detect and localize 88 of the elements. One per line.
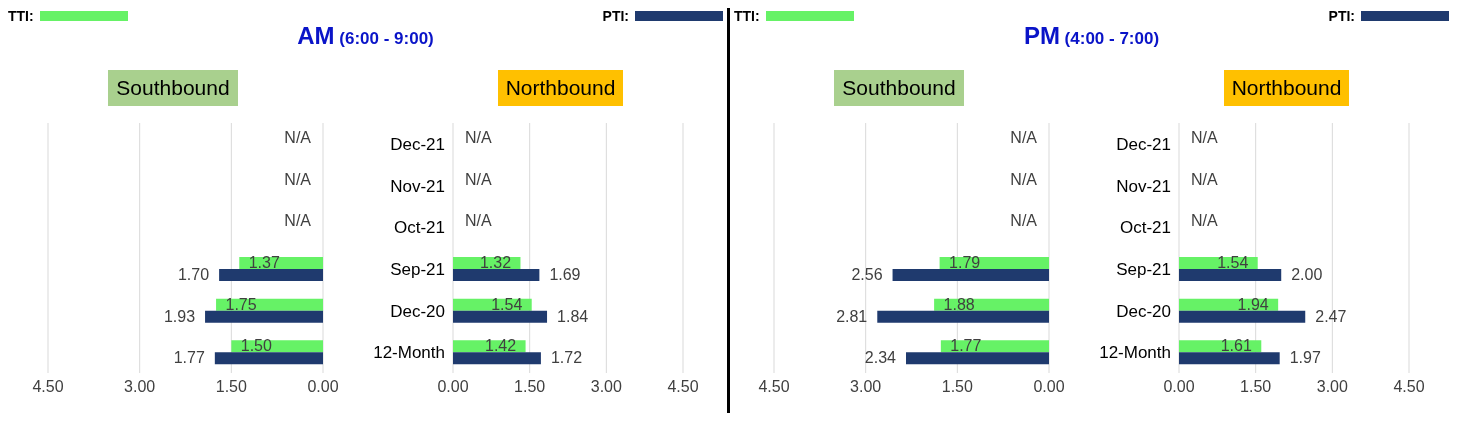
bar: [214, 352, 323, 365]
y-tick-label: 12-Month: [373, 343, 445, 363]
bar: [892, 269, 1049, 281]
text: N/A: [465, 212, 492, 230]
x-tick-label: 3.00: [590, 378, 623, 396]
y-tick-label: Dec-20: [390, 301, 445, 321]
data-label: 1.97: [1289, 349, 1321, 367]
bar: [453, 352, 541, 365]
data-label: 1.77: [950, 337, 982, 355]
text: N/A: [1010, 128, 1037, 146]
text: N/A: [284, 170, 311, 188]
chart-subtitle: Northbound: [1223, 70, 1350, 106]
text: N/A: [1191, 170, 1218, 188]
x-tick-label: 4.50: [32, 378, 64, 396]
x-tick-label: 0.00: [1163, 378, 1195, 396]
chart-subtitle: Southbound: [834, 70, 964, 106]
data-label: 1.54: [491, 295, 523, 313]
data-label: 1.50: [240, 337, 273, 355]
data-label: 1.37: [248, 253, 280, 271]
data-label: 1.93: [163, 307, 196, 325]
y-tick-label: Oct-21: [393, 218, 445, 238]
data-label: 1.42: [485, 337, 517, 355]
text: N/A: [1010, 170, 1037, 188]
text: PTI:: [1328, 8, 1355, 24]
x-tick-label: 0.00: [307, 378, 339, 396]
text: N/A: [1191, 212, 1218, 230]
x-tick-label: 1.50: [514, 378, 546, 396]
data-label: 1.77: [173, 349, 205, 367]
y-tick-label: Dec-20: [1116, 301, 1171, 321]
data-label: 1.75: [225, 295, 257, 313]
data-label: 1.32: [479, 253, 512, 271]
bar: [906, 352, 1049, 365]
x-tick-label: 0.00: [437, 378, 469, 396]
text: TTI:: [8, 8, 34, 24]
x-tick-label: 4.50: [758, 378, 790, 396]
chart-subtitle: Southbound: [108, 70, 238, 106]
x-tick-label: 4.50: [667, 378, 699, 396]
data-label: 1.70: [177, 265, 210, 283]
x-tick-label: 3.00: [1316, 378, 1349, 396]
bar: [453, 269, 540, 281]
text: PTI:: [602, 8, 629, 24]
y-tick-label: Nov-21: [1116, 176, 1171, 196]
text: N/A: [465, 128, 492, 146]
chart-subtitle: Northbound: [497, 70, 624, 106]
text: N/A: [284, 212, 311, 230]
bar: [219, 269, 323, 281]
text: TTI:: [734, 8, 760, 24]
text: N/A: [1191, 128, 1218, 146]
bar: [940, 340, 1049, 353]
x-tick-label: 0.00: [1033, 378, 1065, 396]
x-tick-label: 1.50: [215, 378, 248, 396]
text: N/A: [284, 128, 311, 146]
bar: [1179, 310, 1306, 323]
chart-title: AM (6:00 - 9:00): [297, 22, 434, 49]
text: N/A: [465, 170, 492, 188]
data-label: 1.72: [550, 349, 583, 367]
text: N/A: [1010, 212, 1037, 230]
x-tick-label: 4.50: [1393, 378, 1425, 396]
data-label: 1.61: [1220, 337, 1252, 355]
data-label: 2.81: [836, 307, 868, 325]
data-label: 1.88: [943, 295, 975, 313]
y-tick-label: Sep-21: [1116, 259, 1171, 279]
bar: [877, 310, 1049, 323]
y-tick-label: 12-Month: [1099, 343, 1171, 363]
y-tick-label: Dec-21: [390, 134, 445, 154]
y-tick-label: Oct-21: [1119, 218, 1171, 238]
data-label: 1.94: [1237, 295, 1269, 313]
x-tick-label: 3.00: [124, 378, 156, 396]
data-label: 2.00: [1291, 265, 1323, 283]
bar: [216, 298, 323, 311]
bar: [1179, 269, 1282, 281]
data-label: 1.84: [557, 307, 589, 325]
y-tick-label: Sep-21: [390, 259, 445, 279]
bar: [453, 310, 548, 323]
data-label: 1.54: [1217, 253, 1249, 271]
y-tick-label: Nov-21: [390, 176, 445, 196]
bar: [1179, 352, 1280, 365]
bar: [205, 310, 323, 323]
x-tick-label: 3.00: [850, 378, 882, 396]
chart-title: PM (4:00 - 7:00): [1023, 22, 1160, 49]
data-label: 2.47: [1315, 307, 1347, 325]
x-tick-label: 1.50: [941, 378, 974, 396]
data-label: 1.79: [949, 253, 981, 271]
data-label: 2.34: [864, 349, 897, 367]
data-label: 1.69: [549, 265, 581, 283]
y-tick-label: Dec-21: [1116, 134, 1171, 154]
data-label: 2.56: [851, 265, 883, 283]
x-tick-label: 1.50: [1240, 378, 1272, 396]
